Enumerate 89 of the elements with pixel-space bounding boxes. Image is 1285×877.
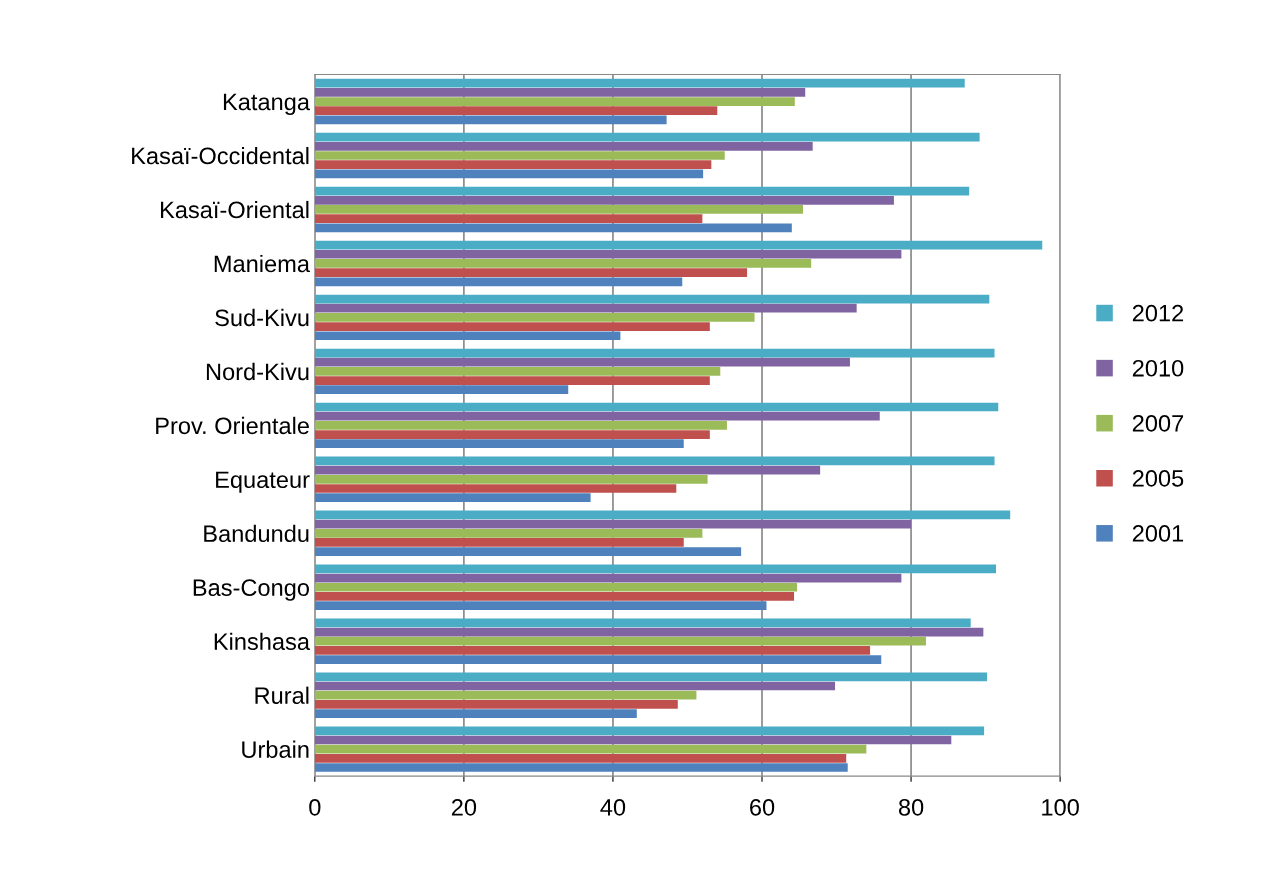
y-tick-label: Urbain bbox=[242, 740, 309, 758]
legend-label: 2005 bbox=[1132, 470, 1184, 487]
bar bbox=[314, 223, 792, 233]
bar bbox=[314, 106, 718, 116]
bar bbox=[314, 709, 637, 718]
bar bbox=[314, 402, 999, 412]
bar bbox=[314, 763, 848, 772]
y-tick-label: Bandundu bbox=[204, 524, 309, 543]
bar bbox=[314, 132, 980, 142]
bar bbox=[314, 672, 988, 682]
bar bbox=[314, 474, 708, 484]
legend-label: 2007 bbox=[1132, 414, 1184, 432]
legend-label: 2012 bbox=[1132, 304, 1184, 322]
y-tick-label: Nord-Kivu bbox=[206, 362, 309, 381]
bar bbox=[314, 420, 727, 430]
bar bbox=[314, 88, 806, 97]
bar bbox=[314, 690, 697, 700]
bar bbox=[314, 465, 821, 475]
y-tick-label: Maniema bbox=[214, 254, 310, 273]
bar bbox=[314, 367, 721, 376]
bar bbox=[314, 726, 985, 736]
bar bbox=[314, 322, 710, 331]
bar bbox=[314, 411, 880, 421]
y-tick-label: Sud-Kivu bbox=[215, 308, 309, 327]
x-tick-label: 20 bbox=[451, 798, 477, 816]
bar bbox=[314, 303, 857, 313]
bar bbox=[314, 169, 704, 179]
bar bbox=[314, 151, 725, 160]
bar bbox=[314, 484, 677, 493]
bar bbox=[314, 214, 703, 223]
bar bbox=[314, 195, 894, 205]
bar bbox=[314, 186, 970, 196]
bar bbox=[314, 259, 812, 268]
y-tick-label: Prov. Orientale bbox=[156, 416, 309, 435]
x-tick-label: 100 bbox=[1042, 798, 1079, 816]
bar bbox=[314, 627, 984, 637]
bar bbox=[314, 240, 1043, 250]
bar bbox=[314, 277, 683, 287]
bar bbox=[314, 115, 667, 125]
bar bbox=[314, 97, 795, 106]
legend-label: 2001 bbox=[1132, 525, 1184, 542]
bar bbox=[314, 376, 710, 385]
y-tick-label: Kinshasa bbox=[214, 632, 310, 651]
bar bbox=[314, 601, 767, 610]
bar bbox=[314, 519, 912, 529]
x-tick-label: 40 bbox=[600, 798, 626, 816]
bar bbox=[314, 205, 803, 214]
bar bbox=[314, 592, 795, 601]
bar bbox=[314, 439, 684, 449]
bar bbox=[314, 493, 591, 503]
x-tick-label: 60 bbox=[750, 798, 775, 816]
bar bbox=[314, 385, 569, 395]
x-tick-label: 80 bbox=[898, 798, 924, 816]
bar bbox=[314, 753, 847, 763]
y-tick-label: Katanga bbox=[223, 93, 310, 115]
bar bbox=[314, 313, 755, 322]
y-tick-label: Bas-Congo bbox=[193, 579, 309, 601]
bar bbox=[314, 510, 1011, 520]
legend-label: 2010 bbox=[1132, 359, 1184, 377]
y-tick-label: Rural bbox=[255, 686, 309, 704]
bar bbox=[314, 681, 836, 691]
bar bbox=[314, 357, 850, 367]
bar bbox=[314, 78, 965, 88]
bar bbox=[314, 547, 742, 556]
y-tick-label: Equateur bbox=[216, 471, 310, 493]
bar bbox=[314, 268, 748, 277]
bar bbox=[314, 655, 882, 664]
bar bbox=[314, 618, 971, 628]
bar bbox=[314, 528, 703, 538]
bar bbox=[314, 582, 798, 592]
bar bbox=[314, 331, 621, 341]
bar bbox=[314, 456, 995, 466]
bar bbox=[314, 249, 902, 259]
bar bbox=[314, 573, 902, 583]
bar bbox=[314, 538, 684, 547]
bar bbox=[314, 700, 678, 709]
y-tick-label: Kasaï-Oriental bbox=[161, 200, 309, 219]
bar bbox=[314, 430, 710, 439]
bar bbox=[314, 348, 995, 358]
bar bbox=[314, 141, 813, 151]
bar bbox=[314, 735, 952, 745]
bar bbox=[314, 564, 997, 574]
bar bbox=[314, 744, 867, 754]
bar bbox=[314, 294, 990, 304]
x-tick-label: 0 bbox=[309, 798, 321, 816]
bar bbox=[314, 636, 926, 646]
bar bbox=[314, 160, 712, 170]
y-tick-label: Kasaï-Occidental bbox=[132, 146, 309, 165]
bar bbox=[314, 646, 871, 655]
